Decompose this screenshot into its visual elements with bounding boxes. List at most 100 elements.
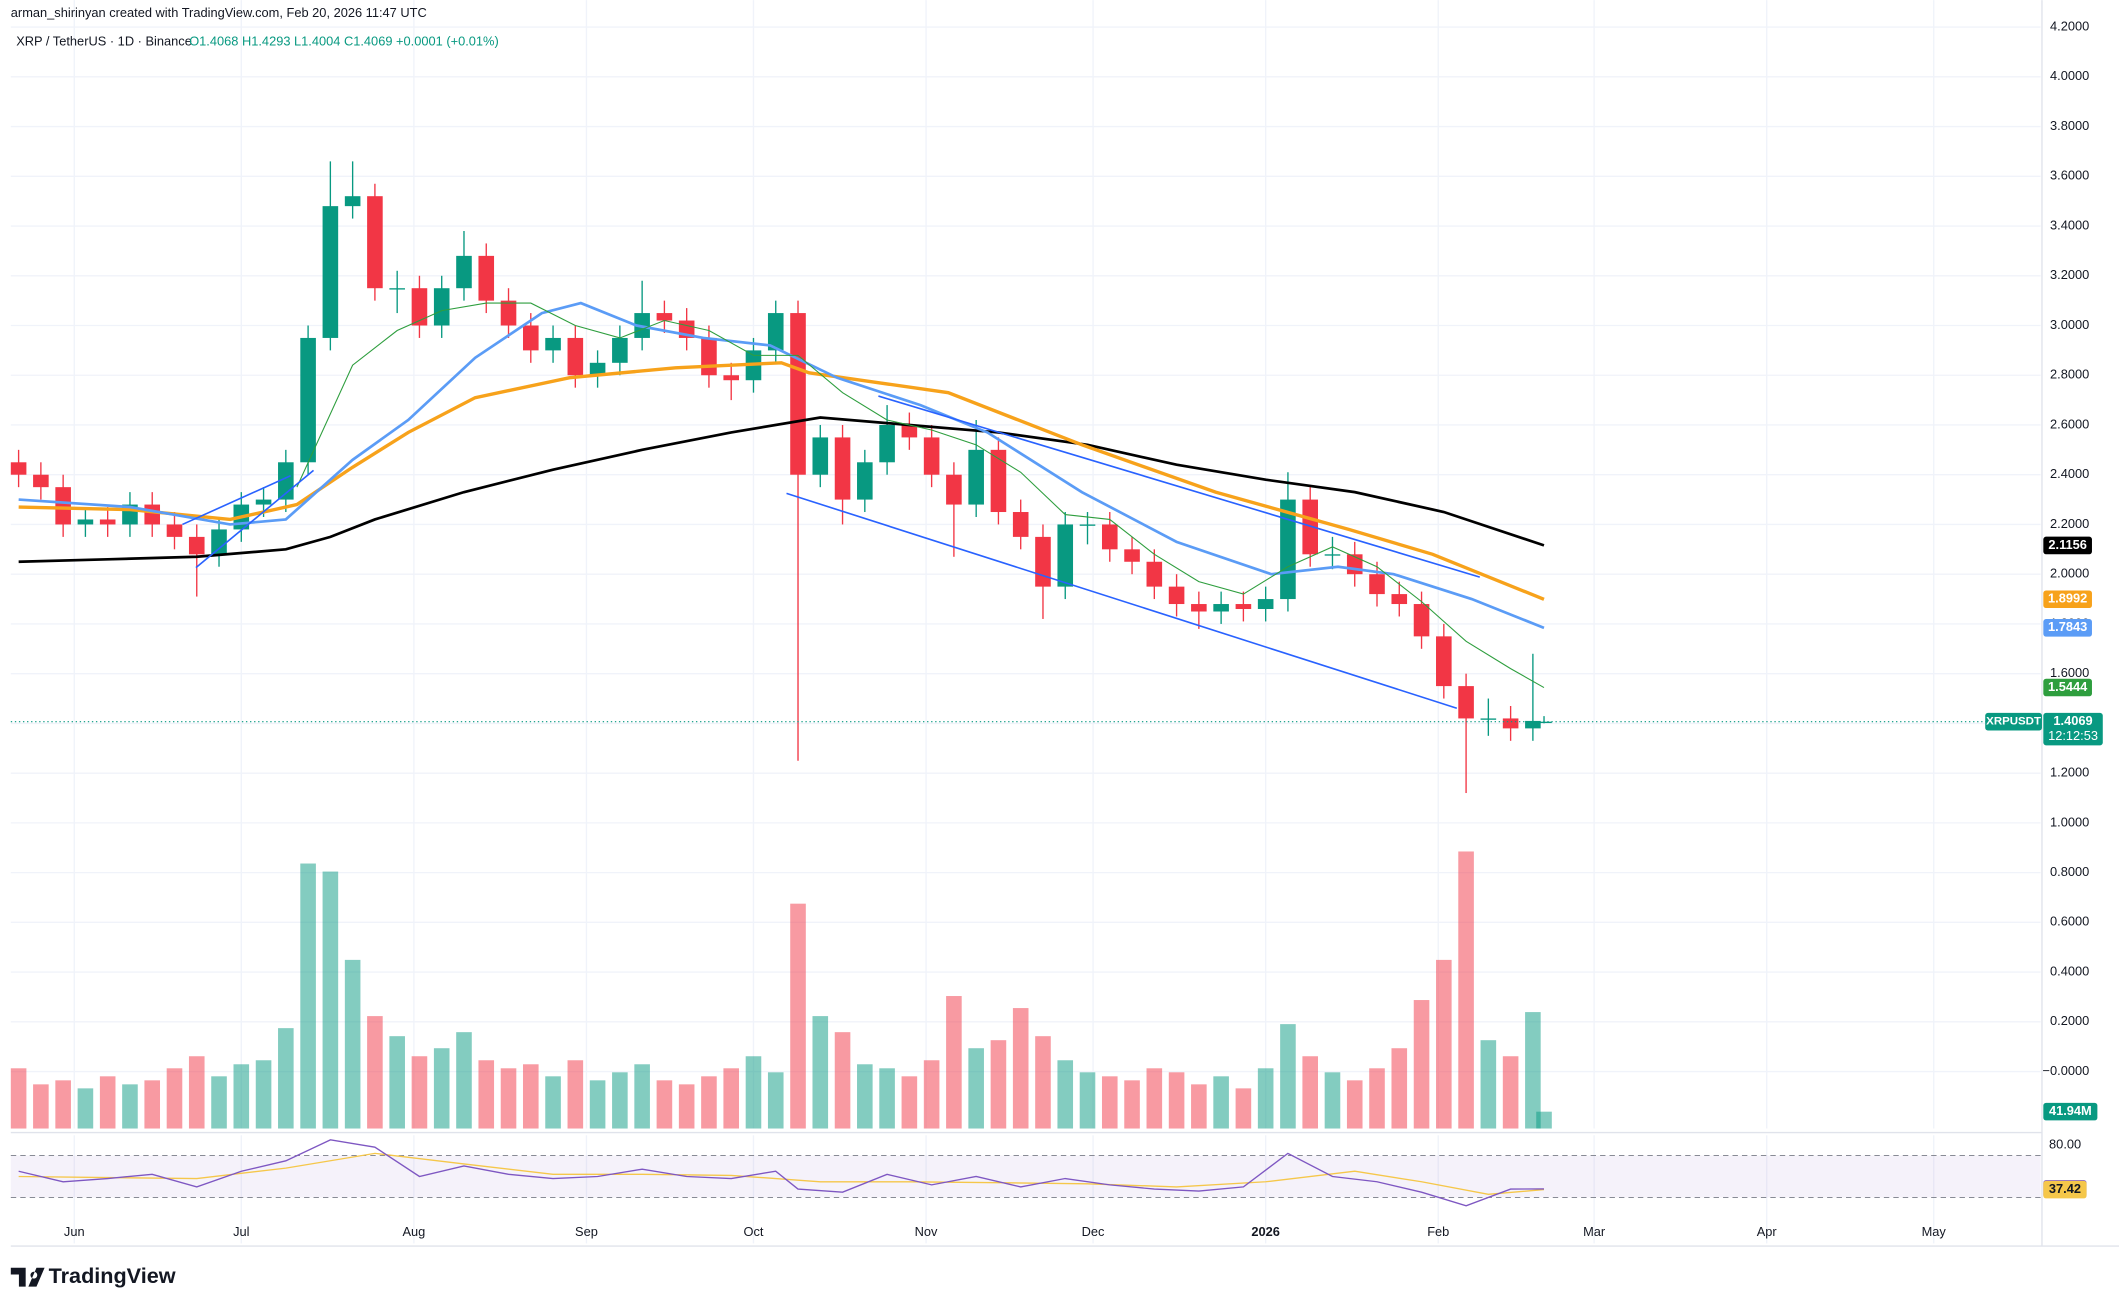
candle-body: [834, 437, 851, 500]
candle-body: [144, 504, 161, 525]
rsi-line: [18, 1139, 1544, 1207]
moving-average: [18, 416, 1545, 564]
volume-bar: [188, 1056, 205, 1129]
trend-lines: [182, 395, 1481, 710]
volume-bar: [723, 1068, 740, 1129]
candle-body: [300, 337, 316, 463]
volume-bar: [701, 1076, 717, 1129]
volume-bar: [1191, 1084, 1207, 1129]
volume-bar: [589, 1080, 606, 1129]
early-channel-upper: [182, 475, 291, 526]
candle-body: [1324, 554, 1341, 556]
candle-body: [1191, 604, 1207, 612]
volume-bar: [166, 1068, 183, 1129]
candle-body: [879, 424, 895, 463]
candle-body: [1079, 524, 1096, 526]
y-tick-label: 2.6000: [2050, 416, 2089, 431]
price-label: 1.5444: [2048, 679, 2088, 694]
volume-bar: [857, 1064, 873, 1129]
candle-body: [322, 206, 339, 338]
rsi-value: 37.42: [2049, 1181, 2081, 1196]
rsi-pane: [10, 1139, 2041, 1207]
price-label-box: [2043, 590, 2092, 609]
candle-body: [411, 288, 428, 326]
y-tick-label: 2.0000: [2050, 566, 2089, 581]
candle-body: [946, 474, 962, 505]
volume-bar: [1391, 1048, 1408, 1129]
volume-bar: [1536, 1111, 1552, 1129]
volume-bar: [478, 1060, 495, 1129]
price-label-box: [2043, 619, 2092, 637]
candle-body: [1536, 721, 1552, 724]
early-channel-lower: [195, 469, 315, 569]
volume-bar: [879, 1068, 895, 1129]
candle-body: [478, 255, 495, 301]
candle-body: [1124, 549, 1140, 562]
price-label: 2.1156: [2048, 537, 2087, 552]
x-tick-label: Oct: [743, 1224, 763, 1239]
symbol-box: [1985, 712, 2042, 731]
candle-body: [901, 424, 918, 438]
volume-bar: [1413, 1000, 1430, 1129]
volume-bar: [790, 903, 806, 1129]
volume-bar: [1235, 1088, 1252, 1129]
candle-body: [522, 325, 539, 351]
candle-body: [99, 519, 116, 525]
candle-body: [1057, 524, 1074, 587]
candle-body: [656, 313, 673, 321]
x-tick-label: May: [1922, 1224, 1947, 1239]
credit: arman_shirinyan created with TradingView…: [11, 5, 427, 20]
volume-bar: [144, 1080, 161, 1129]
volume-bar: [433, 1048, 450, 1129]
volume-bar: [1280, 1024, 1296, 1129]
candle-body: [1436, 636, 1452, 687]
candle-body: [188, 536, 205, 555]
volume-bar: [990, 1040, 1007, 1129]
price-label-box: [2043, 678, 2092, 697]
y-tick-label: 0.2000: [2050, 1013, 2089, 1028]
volume-pane: [10, 851, 1552, 1129]
volume-bar: [10, 1068, 27, 1129]
candle-body: [33, 474, 49, 488]
volume-bar: [1124, 1080, 1140, 1129]
y-tick-label: 1.2000: [2050, 765, 2089, 780]
y-tick-label: 3.0000: [2050, 317, 2089, 332]
x-tick-label: Dec: [1082, 1224, 1105, 1239]
candle-body: [1391, 594, 1408, 605]
price-label-box: [2043, 536, 2092, 555]
volume-bar: [1369, 1068, 1385, 1129]
y-tick-label: 0.8000: [2050, 864, 2089, 879]
candle-body: [456, 255, 472, 289]
ohlc-values: O1.4068 H1.4293 L1.4004 C1.4069 +0.0001 …: [189, 33, 499, 48]
candle-body: [255, 499, 272, 505]
volume-bar: [300, 863, 316, 1129]
rsi-value-box: [2043, 1180, 2087, 1199]
y-tick-label: 1.0000: [2050, 814, 2089, 829]
candle-body: [857, 462, 873, 500]
x-tick-label: Jul: [233, 1224, 249, 1239]
volume-bar: [278, 1028, 294, 1129]
moving-average: [18, 361, 1545, 601]
candle-body: [1146, 561, 1163, 587]
channel-lower: [786, 492, 1458, 710]
candle-body: [1302, 499, 1318, 555]
volume-bar: [1480, 1040, 1497, 1129]
y-tick-label: 3.6000: [2050, 168, 2089, 183]
volume-bar: [834, 1032, 851, 1129]
candle-body: [1101, 524, 1118, 550]
volume-bar: [923, 1060, 940, 1129]
y-tick-label: 3.2000: [2050, 267, 2089, 282]
volume-bar: [545, 1076, 561, 1129]
price-label: 1.8992: [2048, 591, 2087, 606]
x-tick-label: Apr: [1757, 1224, 1778, 1239]
x-tick-label: Feb: [1427, 1224, 1449, 1239]
candle-body: [1369, 574, 1385, 595]
candle-body: [389, 288, 405, 290]
volume-bar: [99, 1076, 116, 1129]
volume-bar: [1012, 1008, 1029, 1129]
price-label: 1.7843: [2048, 619, 2087, 634]
volume-bar: [522, 1064, 539, 1129]
candle-body: [1213, 604, 1229, 612]
